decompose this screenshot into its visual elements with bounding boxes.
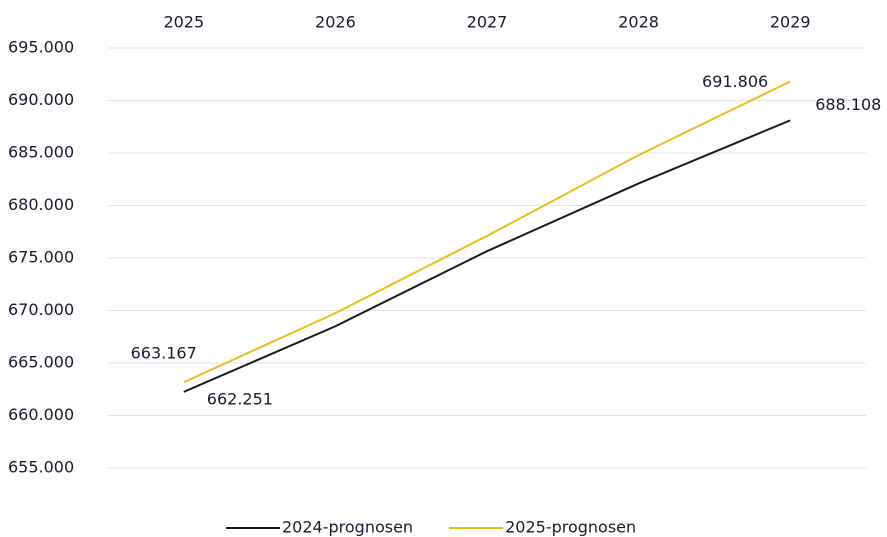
y-tick-label: 655.000: [8, 458, 74, 477]
y-tick-label: 690.000: [8, 90, 74, 109]
x-tick-label: 2026: [315, 13, 356, 32]
y-tick-label: 685.000: [8, 143, 74, 162]
data-label: 691.806: [702, 72, 768, 91]
y-tick-label: 665.000: [8, 353, 74, 372]
y-tick-label: 680.000: [8, 195, 74, 214]
y-tick-label: 670.000: [8, 300, 74, 319]
x-tick-label: 2025: [163, 13, 204, 32]
data-label: 662.251: [207, 389, 273, 408]
x-tick-label: 2028: [618, 13, 659, 32]
y-tick-label: 675.000: [8, 248, 74, 267]
x-tick-label: 2027: [467, 13, 508, 32]
y-tick-label: 660.000: [8, 405, 74, 424]
line: [183, 119, 791, 393]
y-tick-label: 695.000: [8, 38, 74, 57]
legend-label: 2024-prognosen: [282, 518, 413, 537]
x-tick-label: 2029: [770, 13, 811, 32]
data-label: 688.108: [815, 95, 881, 114]
legend-label: 2025-prognosen: [505, 518, 636, 537]
data-label: 663.167: [131, 344, 197, 363]
line: [183, 80, 791, 384]
